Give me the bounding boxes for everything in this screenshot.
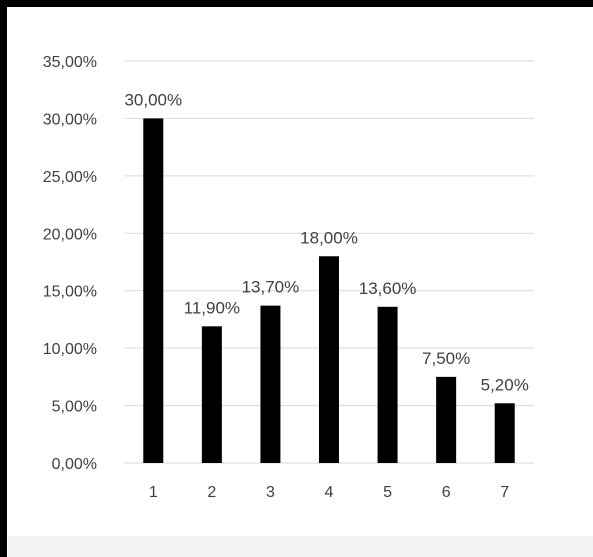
y-tick-label: 20,00% — [43, 226, 97, 243]
bar — [260, 305, 281, 463]
bars — [143, 118, 515, 463]
data-label: 11,90% — [184, 298, 240, 317]
frame-border-left — [0, 0, 7, 557]
data-label: 7,50% — [422, 349, 470, 368]
bar — [143, 118, 164, 463]
bar — [319, 256, 339, 463]
y-tick-label: 5,00% — [52, 399, 97, 416]
y-tick-label: 30,00% — [43, 111, 97, 128]
bar — [201, 326, 222, 463]
x-tick-label: 4 — [325, 484, 334, 501]
y-tick-label: 0,00% — [52, 456, 97, 473]
data-label: 13,60% — [359, 279, 417, 298]
y-tick-label: 15,00% — [43, 284, 97, 301]
bar — [436, 376, 457, 463]
x-axis-ticks: 1 2 3 4 5 6 7 — [149, 484, 509, 501]
y-tick-label: 35,00% — [43, 54, 97, 71]
x-tick-label: 3 — [266, 484, 275, 501]
y-tick-label: 10,00% — [43, 341, 97, 358]
x-tick-label: 2 — [207, 484, 216, 501]
bar — [377, 306, 398, 463]
bar — [494, 403, 515, 463]
data-labels: 30,00% 11,90%13,70% 18,00% 13,60% 7,50% 5,20% — [124, 90, 528, 394]
x-tick-label: 7 — [500, 484, 509, 501]
x-tick-label: 1 — [149, 484, 158, 501]
data-label: 30,00% — [124, 90, 182, 109]
data-label: 13,70% — [242, 278, 300, 297]
frame-border-top — [0, 0, 593, 7]
y-axis-ticks: 0,00% 5,00% 10,00% 15,00% 20,00% 25,00% 30,00%… — [43, 54, 97, 473]
data-label: 5,20% — [481, 375, 529, 394]
bottom-strip — [8, 536, 593, 557]
data-label: 18,00% — [300, 228, 358, 247]
y-tick-label: 25,00% — [43, 169, 97, 186]
x-tick-label: 5 — [383, 484, 392, 501]
x-tick-label: 6 — [442, 484, 451, 501]
